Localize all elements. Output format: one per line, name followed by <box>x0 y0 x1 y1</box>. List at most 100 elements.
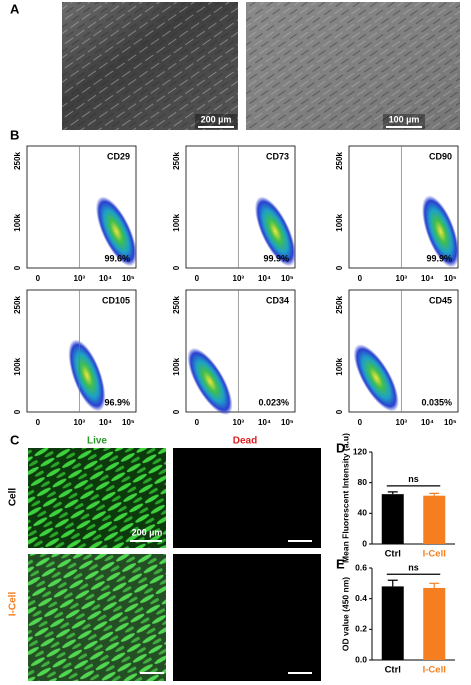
plot-frame <box>26 289 137 413</box>
x-tick-label: I-Cell <box>423 665 446 676</box>
x-tick-label: Ctrl <box>385 549 401 560</box>
y-tick-label: 0 <box>335 265 344 270</box>
plot-frame <box>348 145 459 269</box>
percent-label: 99.9% <box>426 253 452 263</box>
y-tick-label: 0 <box>362 538 367 548</box>
x-tick-label: 10⁵ <box>122 274 135 283</box>
error-bar <box>429 582 440 588</box>
x-tick-label: 0 <box>36 418 41 427</box>
panel-label: B <box>10 127 19 142</box>
marker-label: CD105 <box>102 295 130 305</box>
x-tick-label: 0 <box>358 274 363 283</box>
plot-frame <box>26 145 137 269</box>
y-tick-label: 0.0 <box>355 654 367 664</box>
panel-label: A <box>10 1 20 16</box>
y-tick-label: 100k <box>335 213 344 231</box>
y-tick-label: 250k <box>13 296 22 314</box>
fluorescence-image <box>173 448 321 548</box>
plot-frame <box>185 145 296 269</box>
cell-density <box>254 196 296 267</box>
y-tick-label: 250k <box>13 152 22 170</box>
error-bar <box>387 579 398 587</box>
x-tick-label: 10⁵ <box>281 274 294 283</box>
scale-box <box>195 114 237 129</box>
x-tick-label: 10⁵ <box>444 418 457 427</box>
panel-label: C <box>10 432 20 447</box>
bar <box>381 586 404 660</box>
y-tick-label: 250k <box>335 296 344 314</box>
error-bar <box>387 491 398 495</box>
y-tick-label: 250k <box>172 152 181 170</box>
x-tick-label: 10³ <box>233 418 245 427</box>
y-tick-label: 120 <box>353 446 367 456</box>
x-tick-label: 10⁴ <box>99 274 112 283</box>
percent-label: 99.6% <box>104 253 130 263</box>
x-tick-label: 10⁴ <box>421 418 434 427</box>
bar <box>381 494 404 544</box>
micrograph-texture <box>62 2 238 130</box>
y-tick-label: 0.2 <box>355 624 367 634</box>
cell-density <box>353 344 399 412</box>
x-tick-label: 10³ <box>396 274 408 283</box>
fluorescence-image <box>28 554 166 681</box>
y-tick-label: 100k <box>13 357 22 375</box>
x-tick-label: 10³ <box>74 274 86 283</box>
x-tick-label: 0 <box>36 274 41 283</box>
percent-label: 96.9% <box>104 397 130 407</box>
y-tick-label: 0 <box>335 409 344 414</box>
x-tick-label: Ctrl <box>385 665 401 676</box>
bar <box>423 587 446 660</box>
y-tick-label: 100k <box>172 213 181 231</box>
x-tick-label: 10⁵ <box>281 418 294 427</box>
marker-label: CD29 <box>107 151 130 161</box>
error-bar <box>429 492 440 496</box>
y-tick-label: 0 <box>13 409 22 414</box>
annotation: ns <box>408 563 419 573</box>
y-tick-label: 0 <box>172 265 181 270</box>
fluorescence-image <box>28 448 166 548</box>
y-tick-label: 100k <box>13 213 22 231</box>
flow-plots: CD29 99.6% 0 10³ 10⁴ 10⁵ 250k 100k 0 CD73 99.9% 0 10… <box>13 145 460 427</box>
marker-label: CD90 <box>429 151 452 161</box>
cell-density <box>68 339 106 412</box>
plot-frame <box>348 289 459 413</box>
x-tick-label: 0 <box>195 274 200 283</box>
panel-label: E <box>336 556 345 571</box>
annotation: ns <box>408 474 419 484</box>
x-tick-label: 10³ <box>396 418 408 427</box>
y-axis-label: Mean Fluorescent Intensity (a.u) <box>340 433 350 563</box>
x-tick-label: 10⁵ <box>444 274 457 283</box>
percent-label: 0.023% <box>258 397 289 407</box>
micrograph-texture <box>246 2 460 130</box>
panel-label: D <box>336 440 345 455</box>
y-tick-label: 0 <box>172 409 181 414</box>
y-tick-label: 0.4 <box>355 593 367 603</box>
x-tick-label: 10³ <box>74 418 86 427</box>
x-tick-label: I-Cell <box>423 549 446 560</box>
percent-label: 99.9% <box>263 253 289 263</box>
cell-density <box>95 196 137 267</box>
x-tick-label: 0 <box>195 418 200 427</box>
marker-label: CD45 <box>429 295 452 305</box>
column-header: Live <box>87 436 107 447</box>
fluorescence-image <box>173 554 321 681</box>
x-tick-label: 10³ <box>233 274 245 283</box>
y-tick-label: 0.6 <box>355 562 367 572</box>
cell-density <box>422 195 460 268</box>
row-label: I-Cell <box>8 592 19 617</box>
bar <box>423 495 446 544</box>
cell-density <box>187 347 233 416</box>
plot-frame <box>185 289 296 413</box>
y-tick-label: 0 <box>13 265 22 270</box>
scale-bar-label: 100 µm <box>389 114 420 124</box>
y-tick-label: 250k <box>172 296 181 314</box>
scale-box <box>383 114 425 129</box>
y-tick-label: 100k <box>335 357 344 375</box>
x-tick-label: 10⁴ <box>99 418 112 427</box>
percent-label: 0.035% <box>421 397 452 407</box>
marker-label: CD34 <box>266 295 289 305</box>
y-tick-label: 250k <box>335 152 344 170</box>
y-axis-label: OD value (450 nm) <box>340 577 350 651</box>
